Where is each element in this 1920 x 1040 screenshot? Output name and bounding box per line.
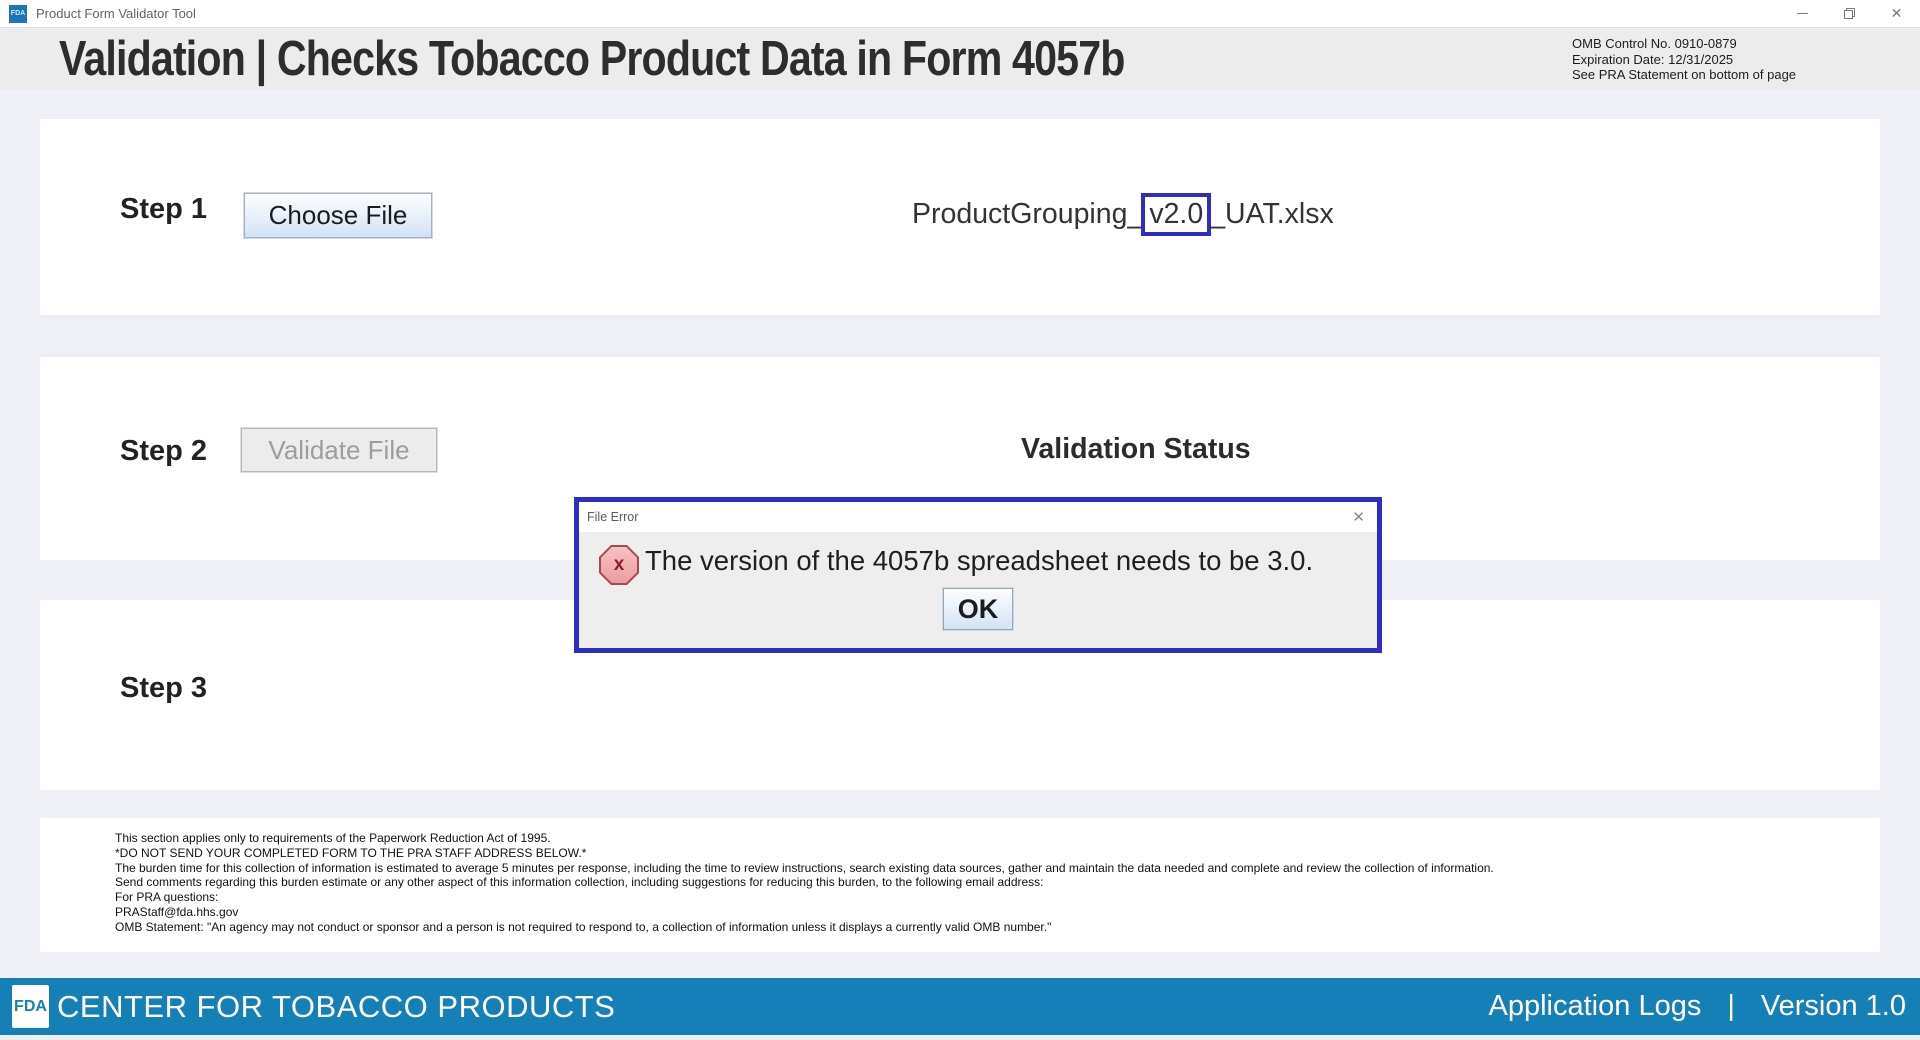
close-button[interactable]: ✕ xyxy=(1873,0,1920,27)
footer-org-name: CENTER FOR TOBACCO PRODUCTS xyxy=(57,988,616,1024)
step2-label: Step 2 xyxy=(120,435,208,467)
validation-status-heading: Validation Status xyxy=(1021,433,1251,465)
error-icon-glyph: x xyxy=(601,547,637,583)
validate-file-button[interactable]: Validate File xyxy=(241,428,437,472)
dialog-message: The version of the 4057b spreadsheet nee… xyxy=(645,545,1314,576)
file-error-dialog: File Error ✕ x The version of the 4057b … xyxy=(574,497,1382,653)
filename-prefix: ProductGrouping_ xyxy=(912,198,1144,230)
maximize-button[interactable] xyxy=(1826,0,1873,27)
pra-line: *DO NOT SEND YOUR COMPLETED FORM TO THE … xyxy=(115,845,587,860)
footer-right: Application Logs | Version 1.0 xyxy=(1489,990,1906,1023)
minimize-icon xyxy=(1797,13,1808,14)
pra-email: PRAStaff@fda.hhs.gov xyxy=(115,904,239,919)
pra-statement-text: This section applies only to requirement… xyxy=(115,831,1494,935)
footer-bar: FDA CENTER FOR TOBACCO PRODUCTS Applicat… xyxy=(0,978,1920,1035)
pra-line: For PRA questions: xyxy=(115,890,219,905)
fda-logo: FDA xyxy=(12,985,49,1028)
footer-divider: | xyxy=(1727,990,1735,1022)
omb-statement-block: OMB Control No. 0910-0879 Expiration Dat… xyxy=(1572,36,1796,83)
step1-panel: Step 1 Choose File ProductGrouping_ v2.0 _… xyxy=(40,119,1880,315)
selected-filename: ProductGrouping_ v2.0 _UAT.xlsx xyxy=(912,193,1334,236)
dialog-title: File Error xyxy=(587,510,639,524)
close-icon: ✕ xyxy=(1890,5,1903,21)
omb-expiration-date: Expiration Date: 12/31/2025 xyxy=(1572,51,1734,67)
error-icon: x xyxy=(599,545,639,585)
fda-app-icon: FDA xyxy=(9,4,27,23)
pra-statement-panel: This section applies only to requirement… xyxy=(40,818,1880,952)
restore-icon xyxy=(1844,8,1855,19)
pra-line: Send comments regarding this burden esti… xyxy=(115,875,1044,890)
footer-version: Version 1.0 xyxy=(1760,990,1906,1022)
choose-file-button[interactable]: Choose File xyxy=(244,193,432,238)
pra-line: This section applies only to requirement… xyxy=(115,831,551,845)
version-annotation-box: v2.0 xyxy=(1141,193,1212,236)
page-title: Validation | Checks Tobacco Product Data… xyxy=(59,31,1125,86)
application-logs-link[interactable]: Application Logs xyxy=(1488,990,1702,1022)
ok-button[interactable]: OK xyxy=(943,588,1013,630)
pra-line: The burden time for this collection of i… xyxy=(115,860,1494,875)
window-controls: ✕ xyxy=(1779,0,1920,27)
filename-suffix: _UAT.xlsx xyxy=(1209,198,1334,230)
step3-label: Step 3 xyxy=(120,672,208,704)
window-title: Product Form Validator Tool xyxy=(36,6,196,21)
pra-line: OMB Statement: "An agency may not conduc… xyxy=(115,919,1052,934)
dialog-titlebar: File Error ✕ xyxy=(579,502,1377,532)
page-header: Validation | Checks Tobacco Product Data… xyxy=(0,29,1920,90)
minimize-button[interactable] xyxy=(1779,0,1826,27)
step1-label: Step 1 xyxy=(120,193,208,225)
window-titlebar: FDA Product Form Validator Tool ✕ xyxy=(0,0,1920,28)
omb-control-number: OMB Control No. 0910-0879 xyxy=(1572,36,1737,51)
dialog-close-icon[interactable]: ✕ xyxy=(1352,509,1365,526)
dialog-body: x The version of the 4057b spreadsheet n… xyxy=(579,532,1377,648)
omb-pra-note: See PRA Statement on bottom of page xyxy=(1572,67,1797,82)
